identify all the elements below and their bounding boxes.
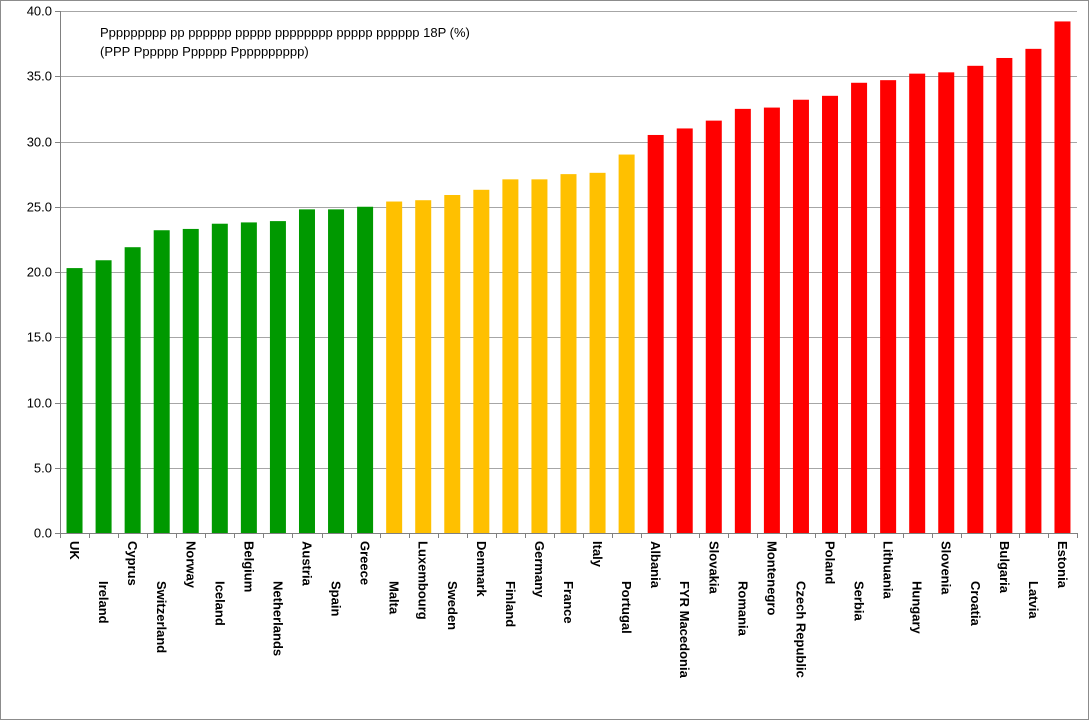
x-tick-label: Sweden (445, 581, 460, 630)
x-tick-label: Bulgaria (997, 541, 1012, 594)
x-tick-label: UK (67, 541, 82, 560)
x-tick-label: Lithuania (881, 541, 896, 600)
bars (66, 21, 1071, 534)
chart-title: Ppppppppp pp pppppp ppppp pppppppp ppppp… (100, 25, 470, 40)
y-tick-label: 0.0 (34, 526, 52, 541)
bar (124, 247, 141, 533)
x-axis: UK Ireland Cyprus Switzerland Norway Iceland B… (60, 533, 1078, 679)
bar (851, 82, 868, 534)
x-tick-label: France (561, 581, 576, 624)
x-tick-label: Hungary (910, 581, 925, 635)
bar (182, 228, 199, 533)
bar (357, 206, 374, 533)
x-tick-label: Spain (329, 581, 344, 616)
y-axis: 0.0 5.0 10.0 15.0 20.0 25.0 30.0 35.0 40.0 (27, 4, 61, 541)
bar (560, 174, 577, 533)
x-tick-label: Germany (532, 541, 547, 598)
x-tick-label: Belgium (241, 541, 256, 592)
bar (705, 120, 722, 534)
bar (909, 73, 926, 533)
x-tick-label: Estonia (1055, 541, 1070, 589)
x-tick-label: Slovakia (706, 541, 721, 595)
x-tick-label: Finland (503, 581, 518, 627)
y-tick-label: 25.0 (27, 200, 52, 215)
bar (328, 209, 345, 534)
x-tick-label: Montenegro (764, 541, 779, 615)
bar (269, 221, 286, 534)
chart-subtitle: (PPP Pppppp Pppppp Pppppppppp) (100, 44, 309, 59)
x-tick-label: Latvia (1026, 581, 1041, 619)
x-tick-label: Croatia (968, 581, 983, 627)
bar (531, 179, 548, 533)
bar (298, 209, 315, 534)
bar (589, 172, 606, 533)
y-tick-label: 40.0 (27, 4, 52, 19)
y-tick-label: 10.0 (27, 396, 52, 411)
y-tick-label: 35.0 (27, 69, 52, 84)
x-tick-label: Ireland (96, 581, 111, 624)
x-tick-label: Romania (735, 581, 750, 637)
y-tick-label: 15.0 (27, 330, 52, 345)
bar (1054, 21, 1071, 533)
x-tick-label: Serbia (852, 581, 867, 622)
bar (618, 154, 635, 534)
y-tick-label: 30.0 (27, 135, 52, 150)
x-tick-label: Poland (823, 541, 838, 584)
bar (792, 99, 809, 534)
bar (1025, 48, 1042, 533)
x-tick-label: Iceland (212, 581, 227, 626)
bar (473, 189, 490, 533)
bar (95, 260, 112, 533)
bar (211, 223, 228, 533)
bar (66, 268, 83, 533)
x-tick-label: Switzerland (154, 581, 169, 653)
x-tick-label: Netherlands (270, 581, 285, 656)
x-tick-label: Malta (387, 581, 402, 615)
bar (996, 57, 1013, 533)
bar (415, 200, 432, 533)
bar (444, 195, 461, 533)
bar (880, 80, 897, 533)
bar (502, 179, 519, 533)
bar (153, 230, 170, 534)
x-tick-label: Greece (358, 541, 373, 585)
bar (763, 107, 780, 533)
bar (734, 108, 751, 533)
x-tick-label: FYR Macedonia (677, 581, 692, 679)
x-tick-label: Czech Republic (793, 581, 808, 678)
x-tick-label: Luxembourg (416, 541, 431, 620)
x-tick-label: Italy (590, 541, 605, 568)
x-tick-label: Cyprus (125, 541, 140, 586)
bar (822, 95, 839, 533)
x-tick-label: Albania (648, 541, 663, 589)
bar (386, 201, 403, 533)
x-tick-label: Austria (299, 541, 314, 587)
bar (240, 222, 257, 533)
x-tick-label: Norway (183, 541, 198, 589)
x-tick-label: Portugal (619, 581, 634, 634)
bar (967, 65, 984, 533)
y-tick-label: 5.0 (34, 461, 52, 476)
y-tick-label: 20.0 (27, 265, 52, 280)
x-tick-label: Denmark (474, 541, 489, 597)
x-tick-label: Slovenia (939, 541, 954, 595)
bar (647, 134, 664, 533)
bar (938, 72, 955, 534)
bar (676, 128, 693, 533)
